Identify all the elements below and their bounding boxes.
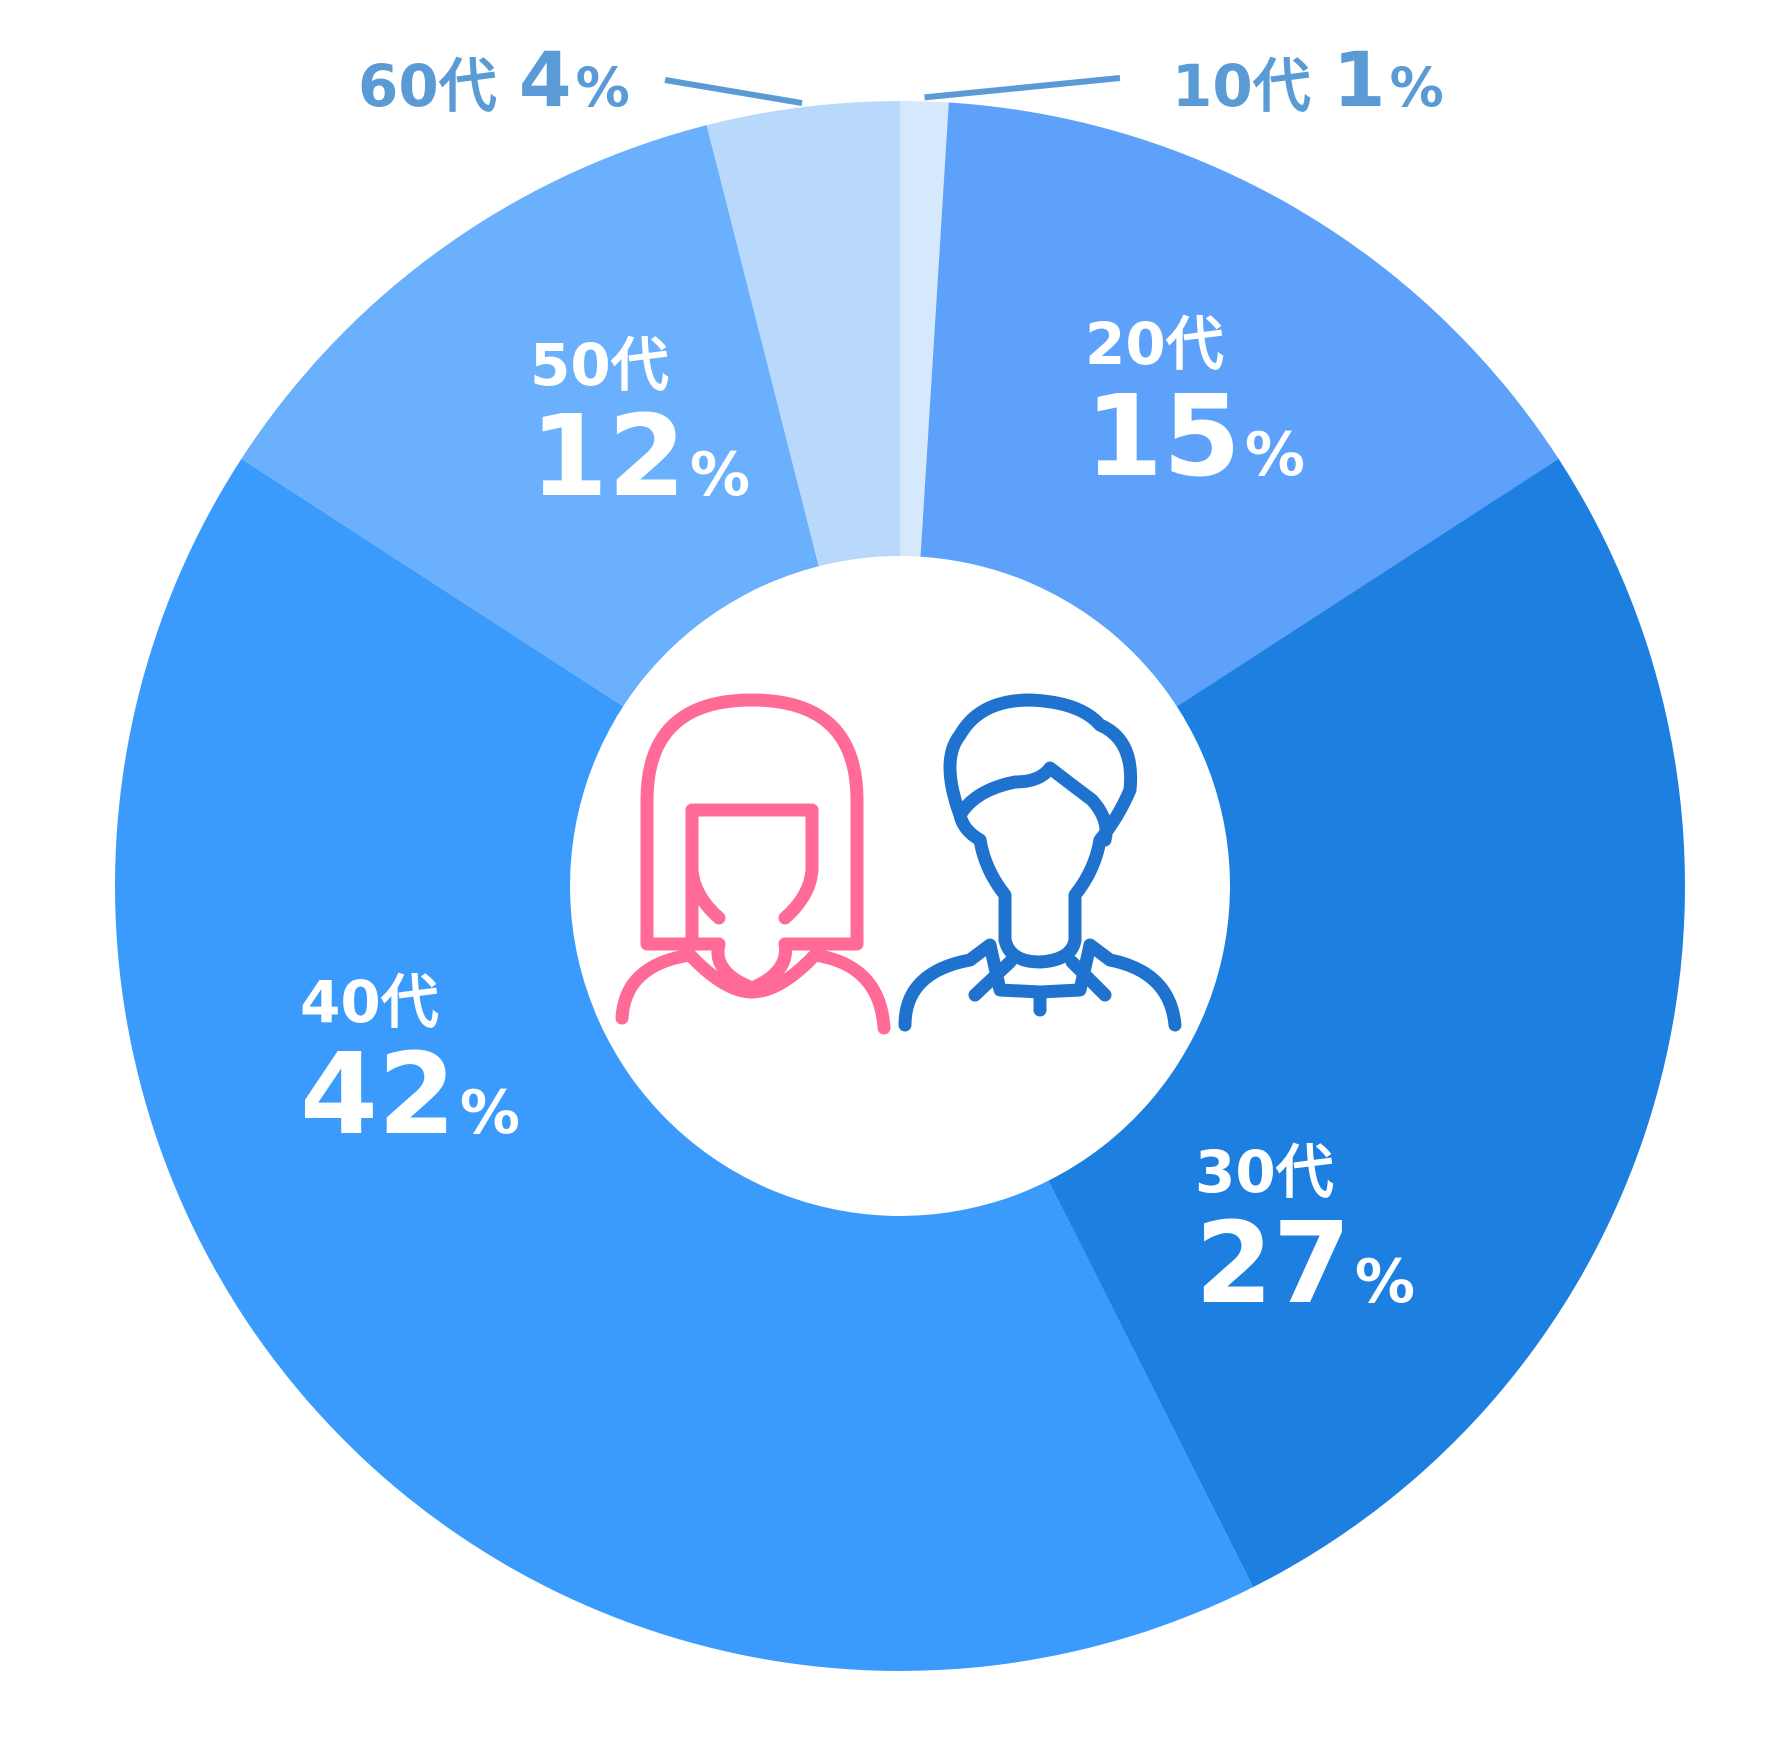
label-30s-percent: %	[1355, 1247, 1415, 1317]
label-60s: 60代 4%	[358, 35, 630, 124]
label-50s-category: 50代	[530, 331, 669, 399]
label-40s: 40代 42%	[300, 968, 520, 1160]
svg-text:40代: 40代	[300, 968, 439, 1036]
label-40s-percent: %	[460, 1078, 520, 1148]
leader-line-10s	[924, 75, 1121, 101]
svg-text:15%: 15%	[1085, 372, 1305, 502]
donut-hole	[570, 556, 1230, 1216]
label-20s: 20代 15%	[1085, 310, 1305, 502]
svg-text:30代: 30代	[1195, 1138, 1334, 1206]
label-50s-percent: %	[690, 440, 750, 510]
leader-lines	[664, 75, 1121, 107]
label-20s-value: 15	[1085, 372, 1241, 502]
label-10s-category: 10代	[1172, 52, 1311, 120]
slice-30代	[900, 458, 1685, 1588]
label-40s-value: 42	[300, 1030, 456, 1160]
woman-icon	[615, 693, 891, 1035]
label-30s: 30代 27%	[1195, 1138, 1415, 1329]
label-50s-value: 12	[530, 392, 686, 522]
label-10s: 10代 1%	[1172, 35, 1444, 124]
label-60s-value: 4	[519, 35, 572, 124]
man-icon	[898, 693, 1182, 1032]
svg-text:27%: 27%	[1195, 1199, 1415, 1329]
svg-text:42%: 42%	[300, 1030, 520, 1160]
leader-line-60s	[664, 77, 803, 107]
label-40s-category: 40代	[300, 968, 439, 1036]
svg-text:20代: 20代	[1085, 310, 1224, 378]
label-50s: 50代 12%	[530, 331, 750, 522]
label-10s-percent: %	[1390, 56, 1444, 119]
label-20s-percent: %	[1245, 420, 1305, 490]
svg-text:50代: 50代	[530, 331, 669, 399]
label-10s-value: 1	[1333, 35, 1386, 124]
label-60s-category: 60代	[358, 52, 497, 120]
label-20s-category: 20代	[1085, 310, 1224, 378]
label-60s-percent: %	[576, 56, 630, 119]
svg-text:12%: 12%	[530, 392, 750, 522]
label-30s-value: 27	[1195, 1199, 1351, 1329]
label-30s-category: 30代	[1195, 1138, 1334, 1206]
